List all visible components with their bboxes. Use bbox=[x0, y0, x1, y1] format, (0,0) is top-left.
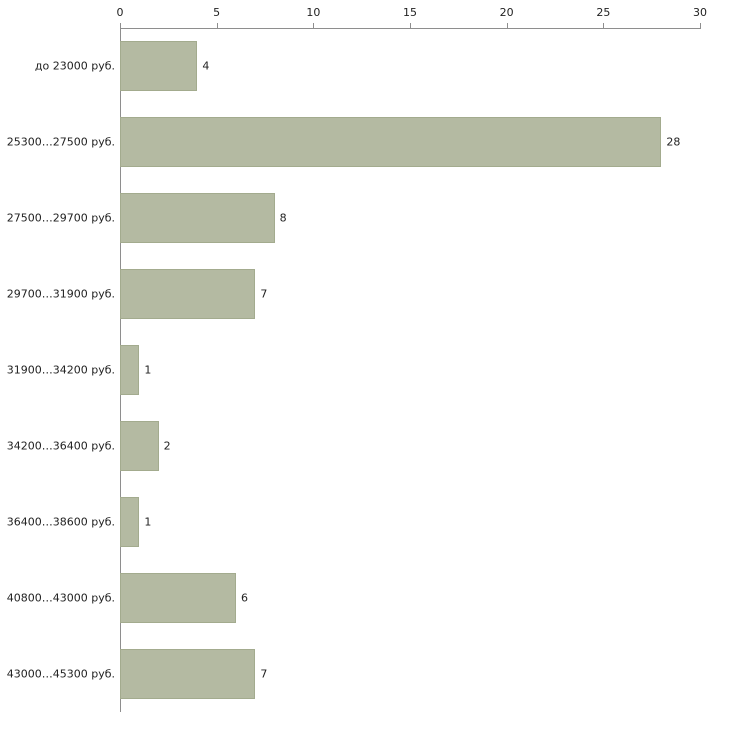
bar bbox=[120, 269, 256, 319]
x-axis-tick-label: 0 bbox=[116, 6, 124, 19]
x-axis-tick-label: 5 bbox=[213, 6, 221, 19]
bar bbox=[120, 421, 159, 471]
value-label: 7 bbox=[260, 667, 268, 681]
bar bbox=[120, 117, 662, 167]
bar bbox=[120, 497, 140, 547]
chart-row: 40800…43000 руб. 6 bbox=[7, 560, 700, 636]
category-label: 36400…38600 руб. bbox=[6, 515, 115, 529]
value-label: 7 bbox=[260, 287, 268, 301]
x-axis-tick-label: 30 bbox=[693, 6, 707, 19]
bar bbox=[120, 41, 198, 91]
chart-row: 36400…38600 руб. 1 bbox=[7, 484, 700, 560]
value-label: 8 bbox=[279, 211, 287, 225]
category-label: 40800…43000 руб. bbox=[6, 591, 115, 605]
category-label: 25300…27500 руб. bbox=[6, 135, 115, 149]
x-axis-tick bbox=[700, 23, 701, 28]
chart-row: 29700…31900 руб. 7 bbox=[7, 256, 700, 332]
category-label: до 23000 руб. bbox=[34, 59, 115, 73]
chart-row: 25300…27500 руб. 28 bbox=[7, 104, 700, 180]
bar bbox=[120, 573, 236, 623]
category-label: 27500…29700 руб. bbox=[6, 211, 115, 225]
value-label: 28 bbox=[666, 135, 681, 149]
value-label: 6 bbox=[241, 591, 248, 605]
category-label: 29700…31900 руб. bbox=[6, 287, 115, 301]
x-axis-tick bbox=[216, 23, 218, 28]
plot-area: 0 5 10 15 20 25 30 до 23000 руб. 4 25300…27500 р… bbox=[7, 6, 707, 712]
category-label: 43000…45300 руб. bbox=[6, 667, 115, 681]
chart-row: 31900…34200 руб. 1 bbox=[7, 332, 700, 408]
x-axis-line bbox=[120, 28, 701, 29]
bar bbox=[120, 649, 256, 699]
category-label: 31900…34200 руб. bbox=[6, 363, 115, 377]
category-label: 34200…36400 руб. bbox=[6, 439, 115, 453]
bar bbox=[120, 193, 275, 243]
x-axis-tick bbox=[506, 23, 508, 28]
value-label: 1 bbox=[144, 363, 152, 377]
x-axis-tick bbox=[410, 23, 411, 28]
chart-row: 34200…36400 руб. 2 bbox=[7, 408, 700, 484]
x-axis-tick-label: 10 bbox=[306, 6, 321, 19]
value-label: 4 bbox=[202, 59, 210, 73]
x-axis-tick bbox=[120, 23, 121, 28]
value-label: 2 bbox=[163, 439, 171, 453]
chart-row: 27500…29700 руб. 8 bbox=[7, 180, 700, 256]
value-label: 1 bbox=[144, 515, 152, 529]
x-axis-tick-label: 15 bbox=[403, 6, 417, 19]
x-axis-tick bbox=[603, 23, 605, 28]
chart-row: 43000…45300 руб. 7 bbox=[7, 636, 700, 712]
x-axis-tick-label: 25 bbox=[596, 6, 611, 19]
chart-row: до 23000 руб. 4 bbox=[35, 28, 700, 104]
x-axis-tick bbox=[313, 23, 315, 28]
bar bbox=[120, 345, 140, 395]
x-axis-tick-label: 20 bbox=[499, 6, 514, 19]
